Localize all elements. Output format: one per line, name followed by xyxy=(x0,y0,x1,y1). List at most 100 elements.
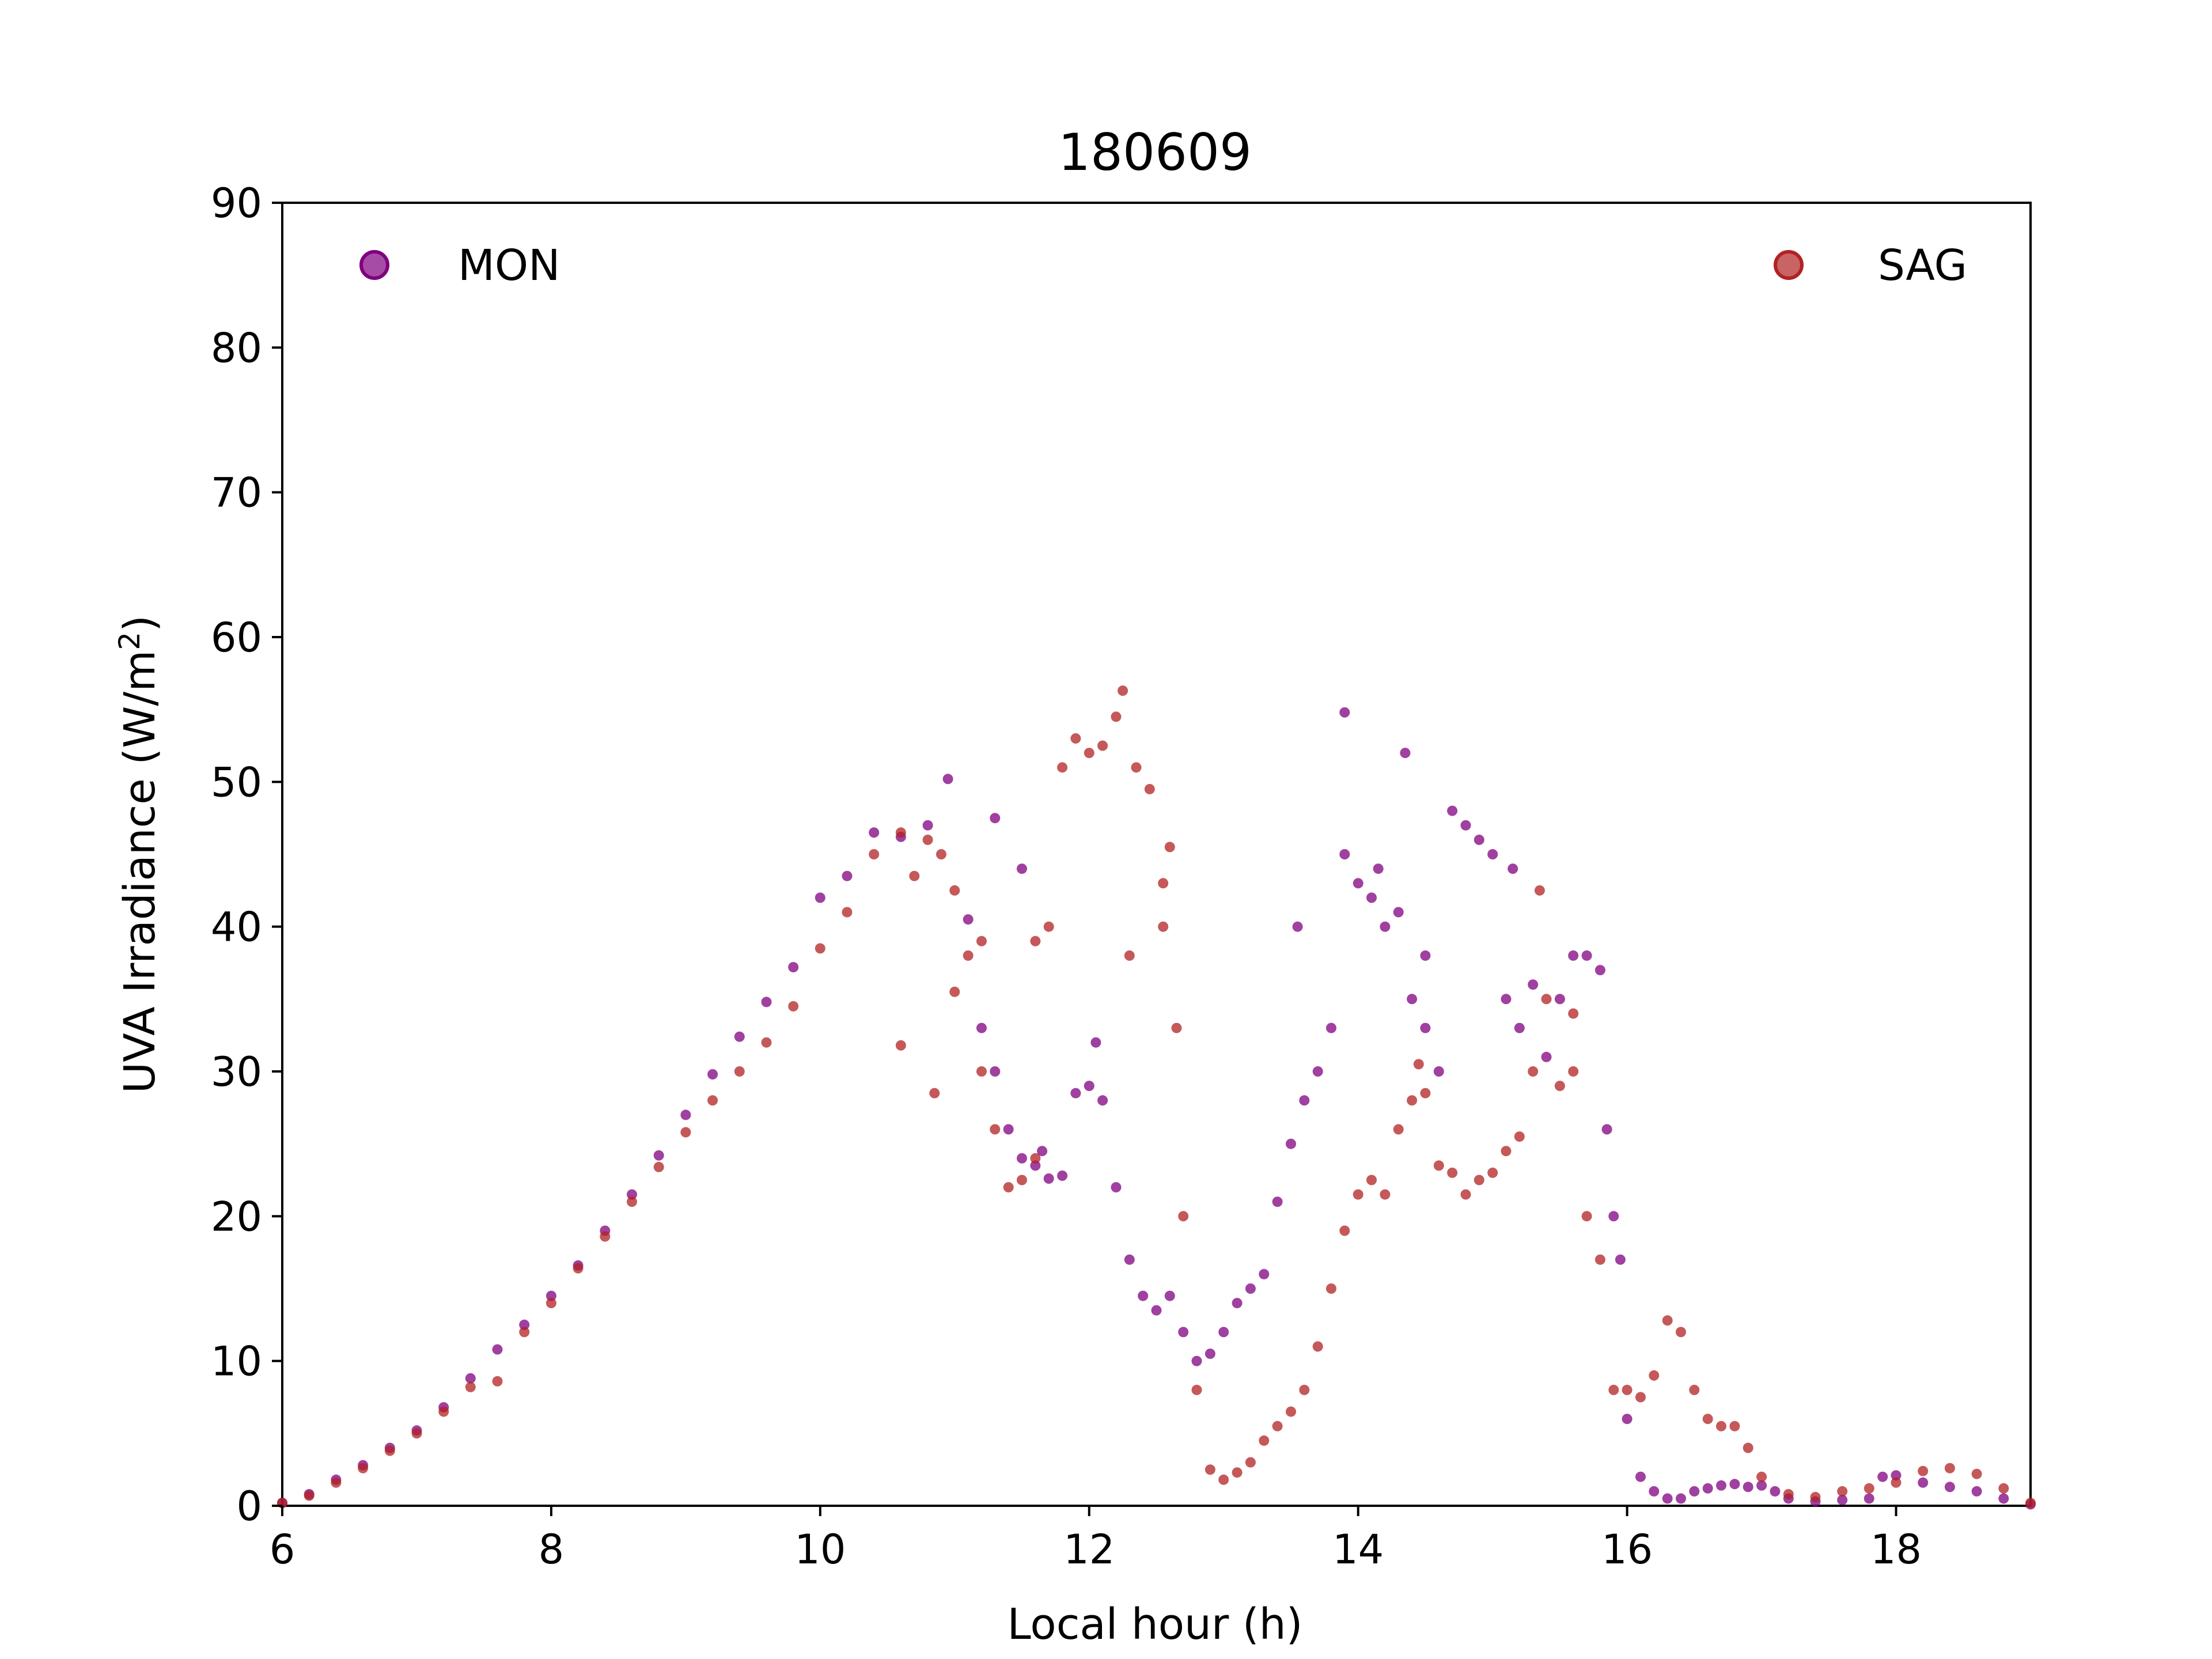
data-point-sag xyxy=(1286,1406,1296,1417)
data-point-sag xyxy=(1608,1384,1619,1395)
legend-marker-sag xyxy=(1774,250,1804,280)
data-point-sag xyxy=(1649,1370,1660,1381)
data-point-sag xyxy=(1998,1483,2009,1494)
data-point-sag xyxy=(815,943,825,954)
series-layer xyxy=(277,685,2036,1510)
data-point-mon xyxy=(815,892,825,903)
data-point-mon xyxy=(1070,1088,1081,1099)
plot-frame xyxy=(281,202,2032,1507)
data-point-sag xyxy=(990,1124,1001,1135)
data-point-mon xyxy=(1286,1138,1296,1149)
x-tick-label: 14 xyxy=(1332,1526,1384,1573)
data-point-mon xyxy=(1017,1153,1027,1164)
x-tick-label: 18 xyxy=(1870,1526,1922,1573)
data-point-mon xyxy=(1541,1051,1552,1062)
data-point-sag xyxy=(761,1037,772,1048)
data-point-sag xyxy=(1158,878,1169,889)
data-point-sag xyxy=(949,986,960,997)
data-point-mon xyxy=(1729,1479,1740,1490)
data-point-sag xyxy=(707,1095,718,1106)
data-point-mon xyxy=(1608,1211,1619,1222)
y-tick-label: 40 xyxy=(211,904,262,951)
data-point-sag xyxy=(1259,1435,1270,1446)
y-tick-label: 90 xyxy=(211,180,262,227)
data-point-mon xyxy=(1702,1483,1713,1494)
data-point-sag xyxy=(1474,1175,1484,1185)
legend-marker-mon xyxy=(359,250,389,280)
data-point-mon xyxy=(990,1066,1001,1077)
data-point-mon xyxy=(1232,1298,1243,1309)
data-point-sag xyxy=(1702,1414,1713,1425)
data-point-mon xyxy=(1259,1268,1270,1279)
legend: MON SAG xyxy=(359,241,1967,290)
data-point-sag xyxy=(1676,1327,1686,1338)
data-point-sag xyxy=(936,849,946,859)
data-point-sag xyxy=(1043,921,1054,932)
data-point-sag xyxy=(1380,1189,1391,1200)
data-point-sag xyxy=(1118,685,1128,696)
data-point-sag xyxy=(976,935,987,946)
data-point-mon xyxy=(1090,1037,1101,1048)
data-point-sag xyxy=(1528,1066,1539,1077)
data-point-mon xyxy=(1366,892,1377,903)
data-point-mon xyxy=(1662,1493,1673,1504)
y-tick-label: 30 xyxy=(211,1048,262,1096)
plot-area xyxy=(277,202,2036,1510)
data-point-mon xyxy=(1460,820,1471,831)
data-point-sag xyxy=(1057,762,1068,773)
data-point-sag xyxy=(1662,1315,1673,1326)
data-point-mon xyxy=(922,820,933,831)
data-point-mon xyxy=(1487,849,1498,859)
data-point-mon xyxy=(788,962,799,972)
y-tick-label: 0 xyxy=(236,1483,262,1530)
data-point-sag xyxy=(1205,1464,1215,1475)
chart-title: 180609 xyxy=(1058,123,1252,182)
data-point-mon xyxy=(1097,1095,1108,1106)
data-point-mon xyxy=(1944,1482,1955,1493)
data-point-sag xyxy=(1487,1167,1498,1178)
data-point-sag xyxy=(1272,1421,1283,1431)
data-point-mon xyxy=(1043,1173,1054,1184)
series-sag xyxy=(277,685,2036,1508)
data-point-mon xyxy=(1581,950,1592,961)
data-point-sag xyxy=(1743,1442,1753,1453)
data-point-mon xyxy=(1474,834,1484,845)
data-point-mon xyxy=(1292,921,1303,932)
data-point-mon xyxy=(1124,1254,1135,1265)
data-point-sag xyxy=(331,1477,342,1488)
data-point-sag xyxy=(1299,1384,1310,1395)
data-point-sag xyxy=(1339,1225,1350,1236)
x-tick-label: 10 xyxy=(794,1526,846,1573)
y-tick-label: 10 xyxy=(211,1338,262,1385)
data-point-sag xyxy=(1111,711,1122,722)
data-point-sag xyxy=(1729,1421,1740,1431)
data-point-mon xyxy=(1568,950,1579,961)
data-point-sag xyxy=(1218,1474,1229,1485)
data-point-mon xyxy=(1326,1022,1336,1033)
data-point-mon xyxy=(627,1189,637,1200)
data-point-sag xyxy=(1017,1175,1027,1185)
data-point-sag xyxy=(1635,1392,1646,1403)
data-point-sag xyxy=(1164,842,1175,853)
data-point-sag xyxy=(627,1196,637,1207)
data-point-mon xyxy=(1508,863,1518,874)
x-tick-label: 8 xyxy=(539,1526,565,1573)
x-tick-label: 12 xyxy=(1063,1526,1115,1573)
data-point-mon xyxy=(1420,1022,1431,1033)
data-point-sag xyxy=(1891,1477,1902,1488)
data-point-mon xyxy=(1770,1486,1781,1497)
data-point-mon xyxy=(1245,1283,1256,1294)
data-point-mon xyxy=(1622,1414,1633,1425)
data-point-mon xyxy=(1178,1327,1189,1338)
data-point-mon xyxy=(1339,849,1350,859)
data-point-sag xyxy=(1944,1463,1955,1474)
data-point-sag xyxy=(895,827,906,838)
data-point-mon xyxy=(546,1290,556,1301)
data-point-mon xyxy=(963,914,974,925)
data-point-sag xyxy=(1171,1022,1182,1033)
data-point-mon xyxy=(1756,1480,1767,1491)
data-point-mon xyxy=(1084,1081,1094,1092)
data-point-mon xyxy=(1594,965,1605,976)
data-point-sag xyxy=(1030,1153,1041,1164)
data-point-sag xyxy=(1810,1491,1821,1502)
